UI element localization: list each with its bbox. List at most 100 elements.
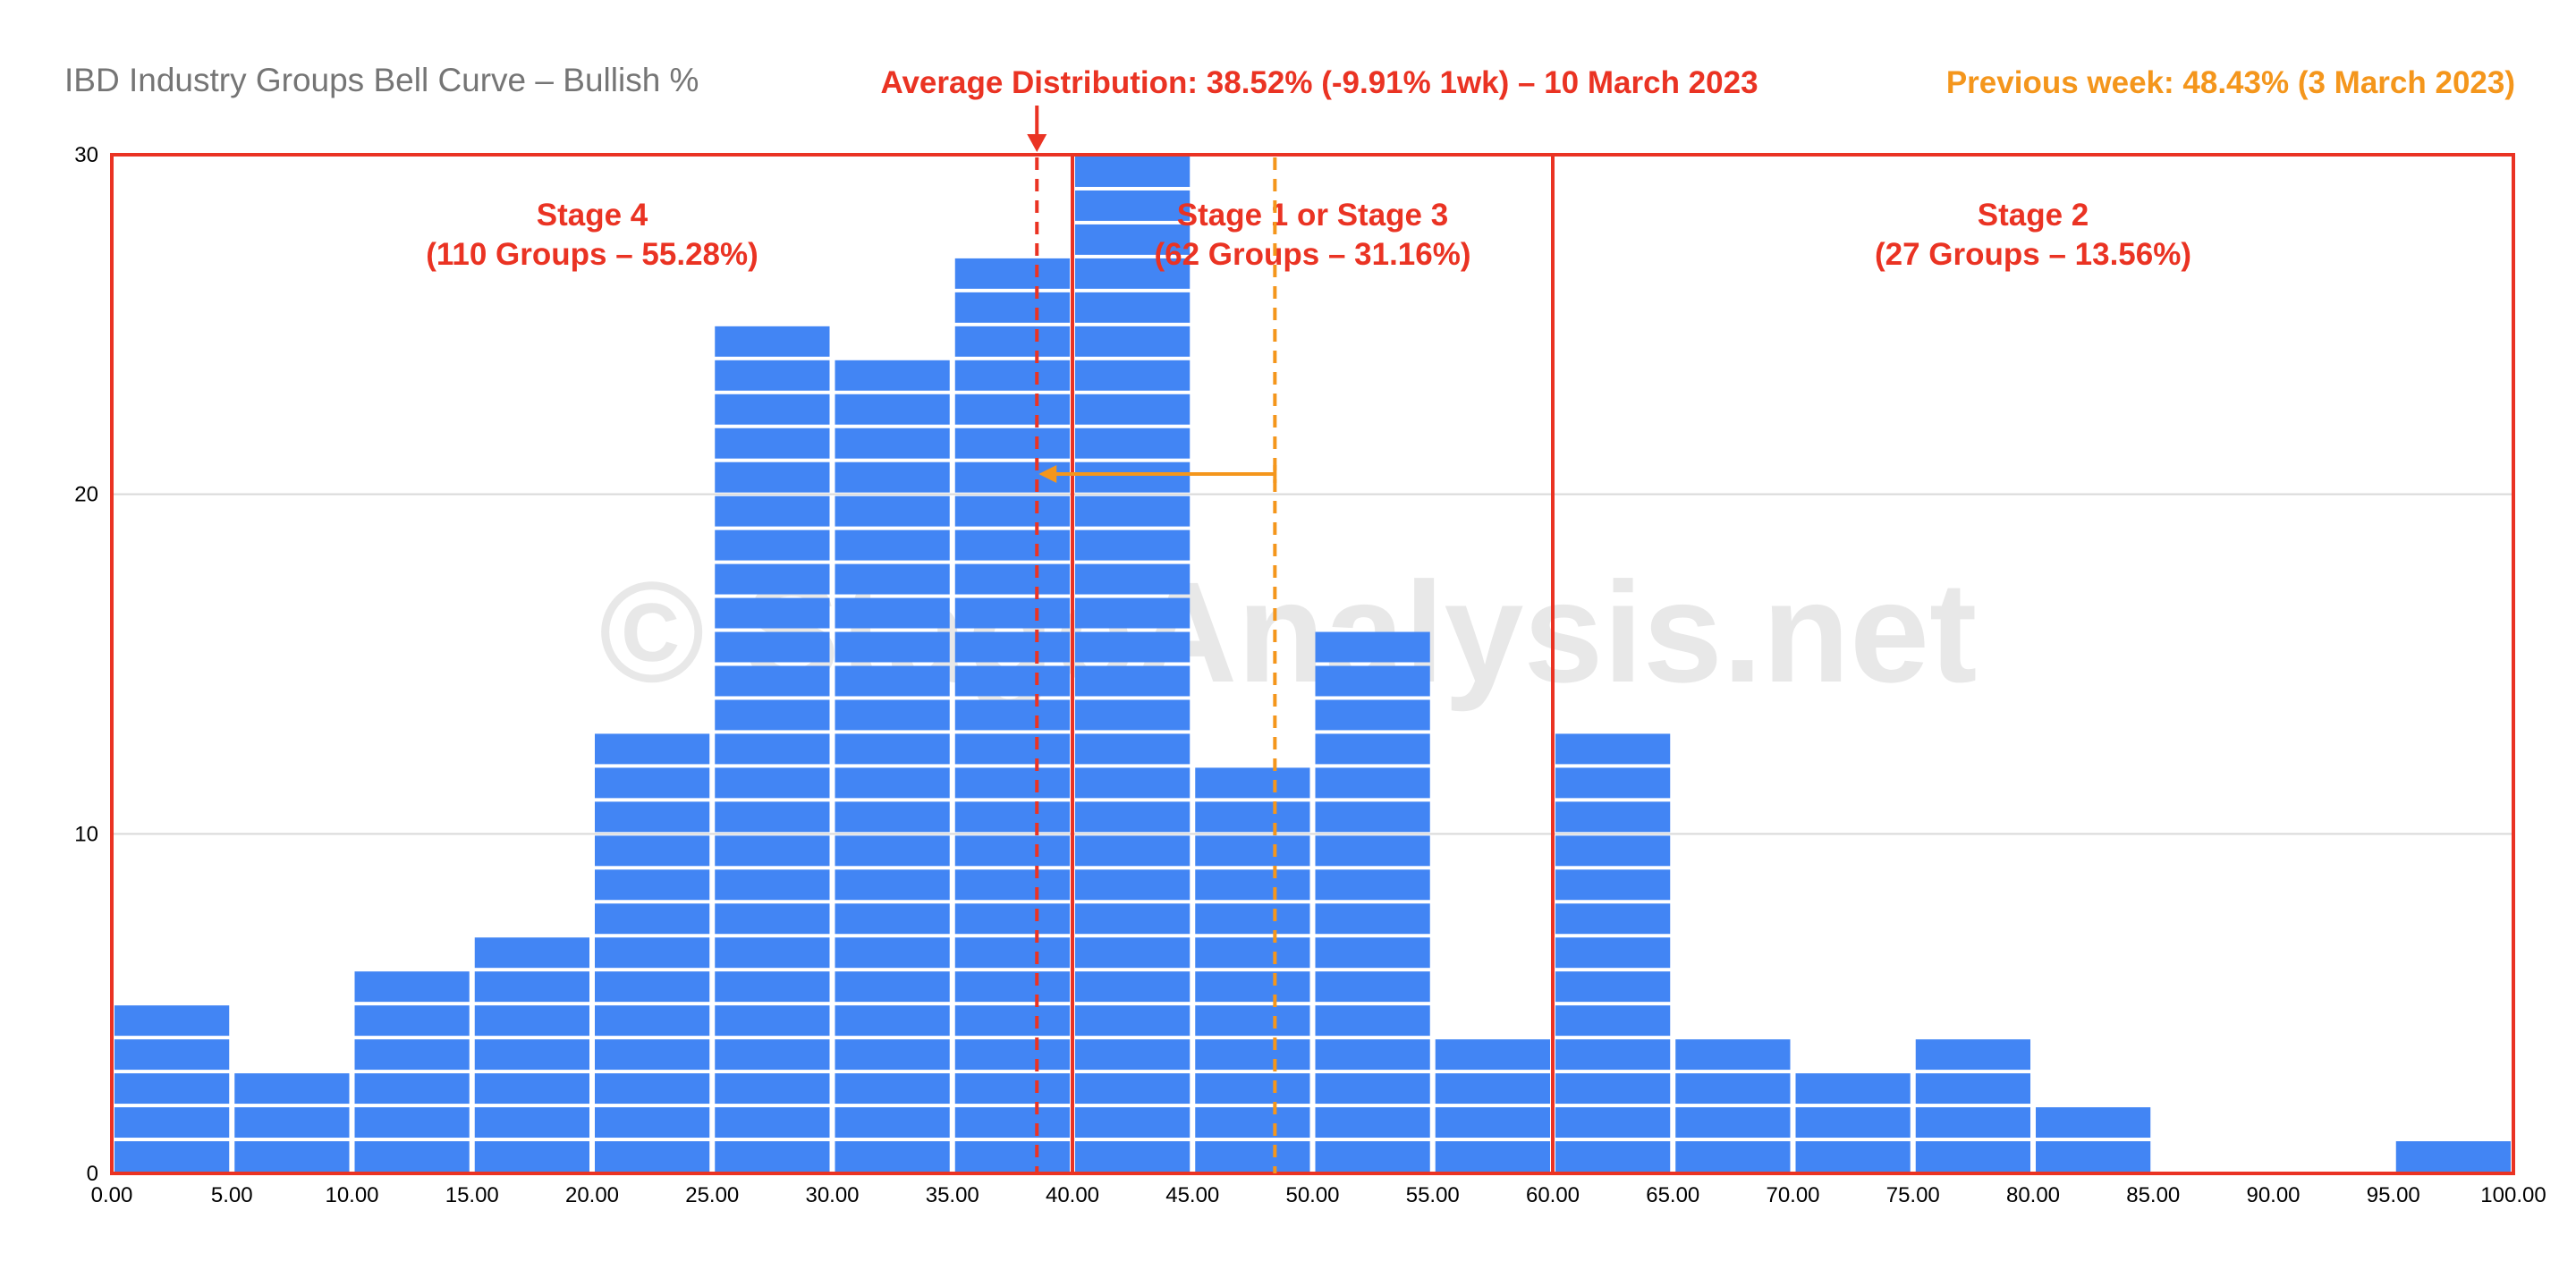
bar-segment bbox=[1315, 767, 1430, 799]
bar-segment bbox=[715, 394, 830, 425]
bar-segment bbox=[1915, 1073, 2030, 1105]
bar-segment bbox=[1555, 1039, 1671, 1071]
bar-segment bbox=[1915, 1107, 2030, 1139]
bar-segment bbox=[835, 801, 950, 833]
x-tick-label: 80.00 bbox=[2006, 1183, 2060, 1207]
bar-segment bbox=[1795, 1141, 1911, 1172]
bar-segment bbox=[474, 937, 589, 969]
bar-segment bbox=[595, 1107, 710, 1139]
y-tick-label: 30 bbox=[74, 143, 98, 167]
bar-segment bbox=[835, 529, 950, 561]
x-tick-label: 30.00 bbox=[805, 1183, 859, 1207]
bar-segment bbox=[1555, 971, 1671, 1003]
stage-detail: (27 Groups – 13.56%) bbox=[1875, 237, 2191, 272]
bar-segment bbox=[954, 495, 1070, 527]
bar-segment bbox=[595, 801, 710, 833]
bar-segment bbox=[954, 1005, 1070, 1037]
bar-segment bbox=[1435, 1141, 1550, 1172]
bar-segment bbox=[1195, 937, 1310, 969]
bar-segment bbox=[954, 428, 1070, 459]
bar-segment bbox=[835, 563, 950, 595]
bar-segment bbox=[835, 971, 950, 1003]
bar-segment bbox=[1075, 428, 1191, 459]
bar-segment bbox=[1075, 1005, 1191, 1037]
bar-segment bbox=[1315, 1107, 1430, 1139]
bar-segment bbox=[954, 699, 1070, 731]
bar-segment bbox=[595, 733, 710, 765]
bar-segment bbox=[954, 597, 1070, 629]
bar-segment bbox=[835, 835, 950, 867]
bar-segment bbox=[1075, 903, 1191, 935]
bar-segment bbox=[954, 326, 1070, 357]
bar-segment bbox=[954, 835, 1070, 867]
bar-segment bbox=[595, 767, 710, 799]
bar-segment bbox=[835, 631, 950, 663]
bar-segment bbox=[1675, 1039, 1791, 1071]
bar-segment bbox=[114, 1107, 230, 1139]
bar-segment bbox=[835, 1107, 950, 1139]
x-tick-label: 85.00 bbox=[2126, 1183, 2180, 1207]
x-tick-label: 10.00 bbox=[325, 1183, 378, 1207]
bar-segment bbox=[114, 1005, 230, 1037]
bar-segment bbox=[354, 1107, 470, 1139]
bar-segment bbox=[954, 1073, 1070, 1105]
bar-segment bbox=[835, 461, 950, 493]
bar-segment bbox=[474, 1039, 589, 1071]
bar-segment bbox=[954, 1107, 1070, 1139]
bar-segment bbox=[1435, 1107, 1550, 1139]
bar-segment bbox=[954, 258, 1070, 289]
bar-segment bbox=[1075, 801, 1191, 833]
bar-segment bbox=[595, 937, 710, 969]
bar-segment bbox=[715, 767, 830, 799]
bar-segment bbox=[954, 665, 1070, 697]
x-tick-label: 55.00 bbox=[1406, 1183, 1460, 1207]
bar-segment bbox=[954, 631, 1070, 663]
bar-segment bbox=[715, 1005, 830, 1037]
bar-segment bbox=[715, 971, 830, 1003]
bar-segment bbox=[1435, 1039, 1550, 1071]
bar-segment bbox=[835, 360, 950, 391]
bar-segment bbox=[1195, 971, 1310, 1003]
x-tick-label: 75.00 bbox=[1886, 1183, 1940, 1207]
x-tick-label: 40.00 bbox=[1046, 1183, 1099, 1207]
bar-segment bbox=[1075, 360, 1191, 391]
bar-segment bbox=[715, 495, 830, 527]
bar-segment bbox=[1315, 665, 1430, 697]
stage-detail: (110 Groups – 55.28%) bbox=[426, 237, 758, 272]
bar-segment bbox=[715, 428, 830, 459]
axis-ticks: 0 10 20 30 0.00 5.00 10.00 15.00 20.00 25.00 30.00… bbox=[74, 143, 2546, 1207]
average-arrow-head bbox=[1027, 134, 1047, 152]
bar-segment bbox=[835, 428, 950, 459]
bar-segment bbox=[474, 971, 589, 1003]
bar-segment bbox=[595, 1141, 710, 1172]
bar-segment bbox=[1555, 937, 1671, 969]
bar-segment bbox=[1315, 631, 1430, 663]
bar-segment bbox=[835, 767, 950, 799]
bar-segment bbox=[1195, 801, 1310, 833]
bar-segment bbox=[1675, 1107, 1791, 1139]
bar-segment bbox=[1075, 190, 1191, 221]
x-tick-label: 90.00 bbox=[2246, 1183, 2300, 1207]
y-tick-label: 0 bbox=[87, 1162, 98, 1186]
bar-segment bbox=[234, 1107, 350, 1139]
bar-segment bbox=[715, 360, 830, 391]
bar-segment bbox=[715, 1107, 830, 1139]
bar-segment bbox=[114, 1073, 230, 1105]
bar-segment bbox=[1075, 869, 1191, 901]
bar-segment bbox=[354, 971, 470, 1003]
bar-segment bbox=[715, 801, 830, 833]
bar-segment bbox=[835, 1005, 950, 1037]
bar-segment bbox=[1075, 292, 1191, 323]
bar-segment bbox=[715, 563, 830, 595]
bar-segment bbox=[1555, 801, 1671, 833]
bar-segment bbox=[954, 563, 1070, 595]
bar-segment bbox=[1555, 835, 1671, 867]
bar-segment bbox=[1315, 971, 1430, 1003]
bar-segment bbox=[1315, 835, 1430, 867]
x-tick-label: 5.00 bbox=[211, 1183, 253, 1207]
bar-segment bbox=[1795, 1107, 1911, 1139]
bar-segment bbox=[1315, 1039, 1430, 1071]
bar-segment bbox=[1075, 1039, 1191, 1071]
bar-segment bbox=[835, 1073, 950, 1105]
